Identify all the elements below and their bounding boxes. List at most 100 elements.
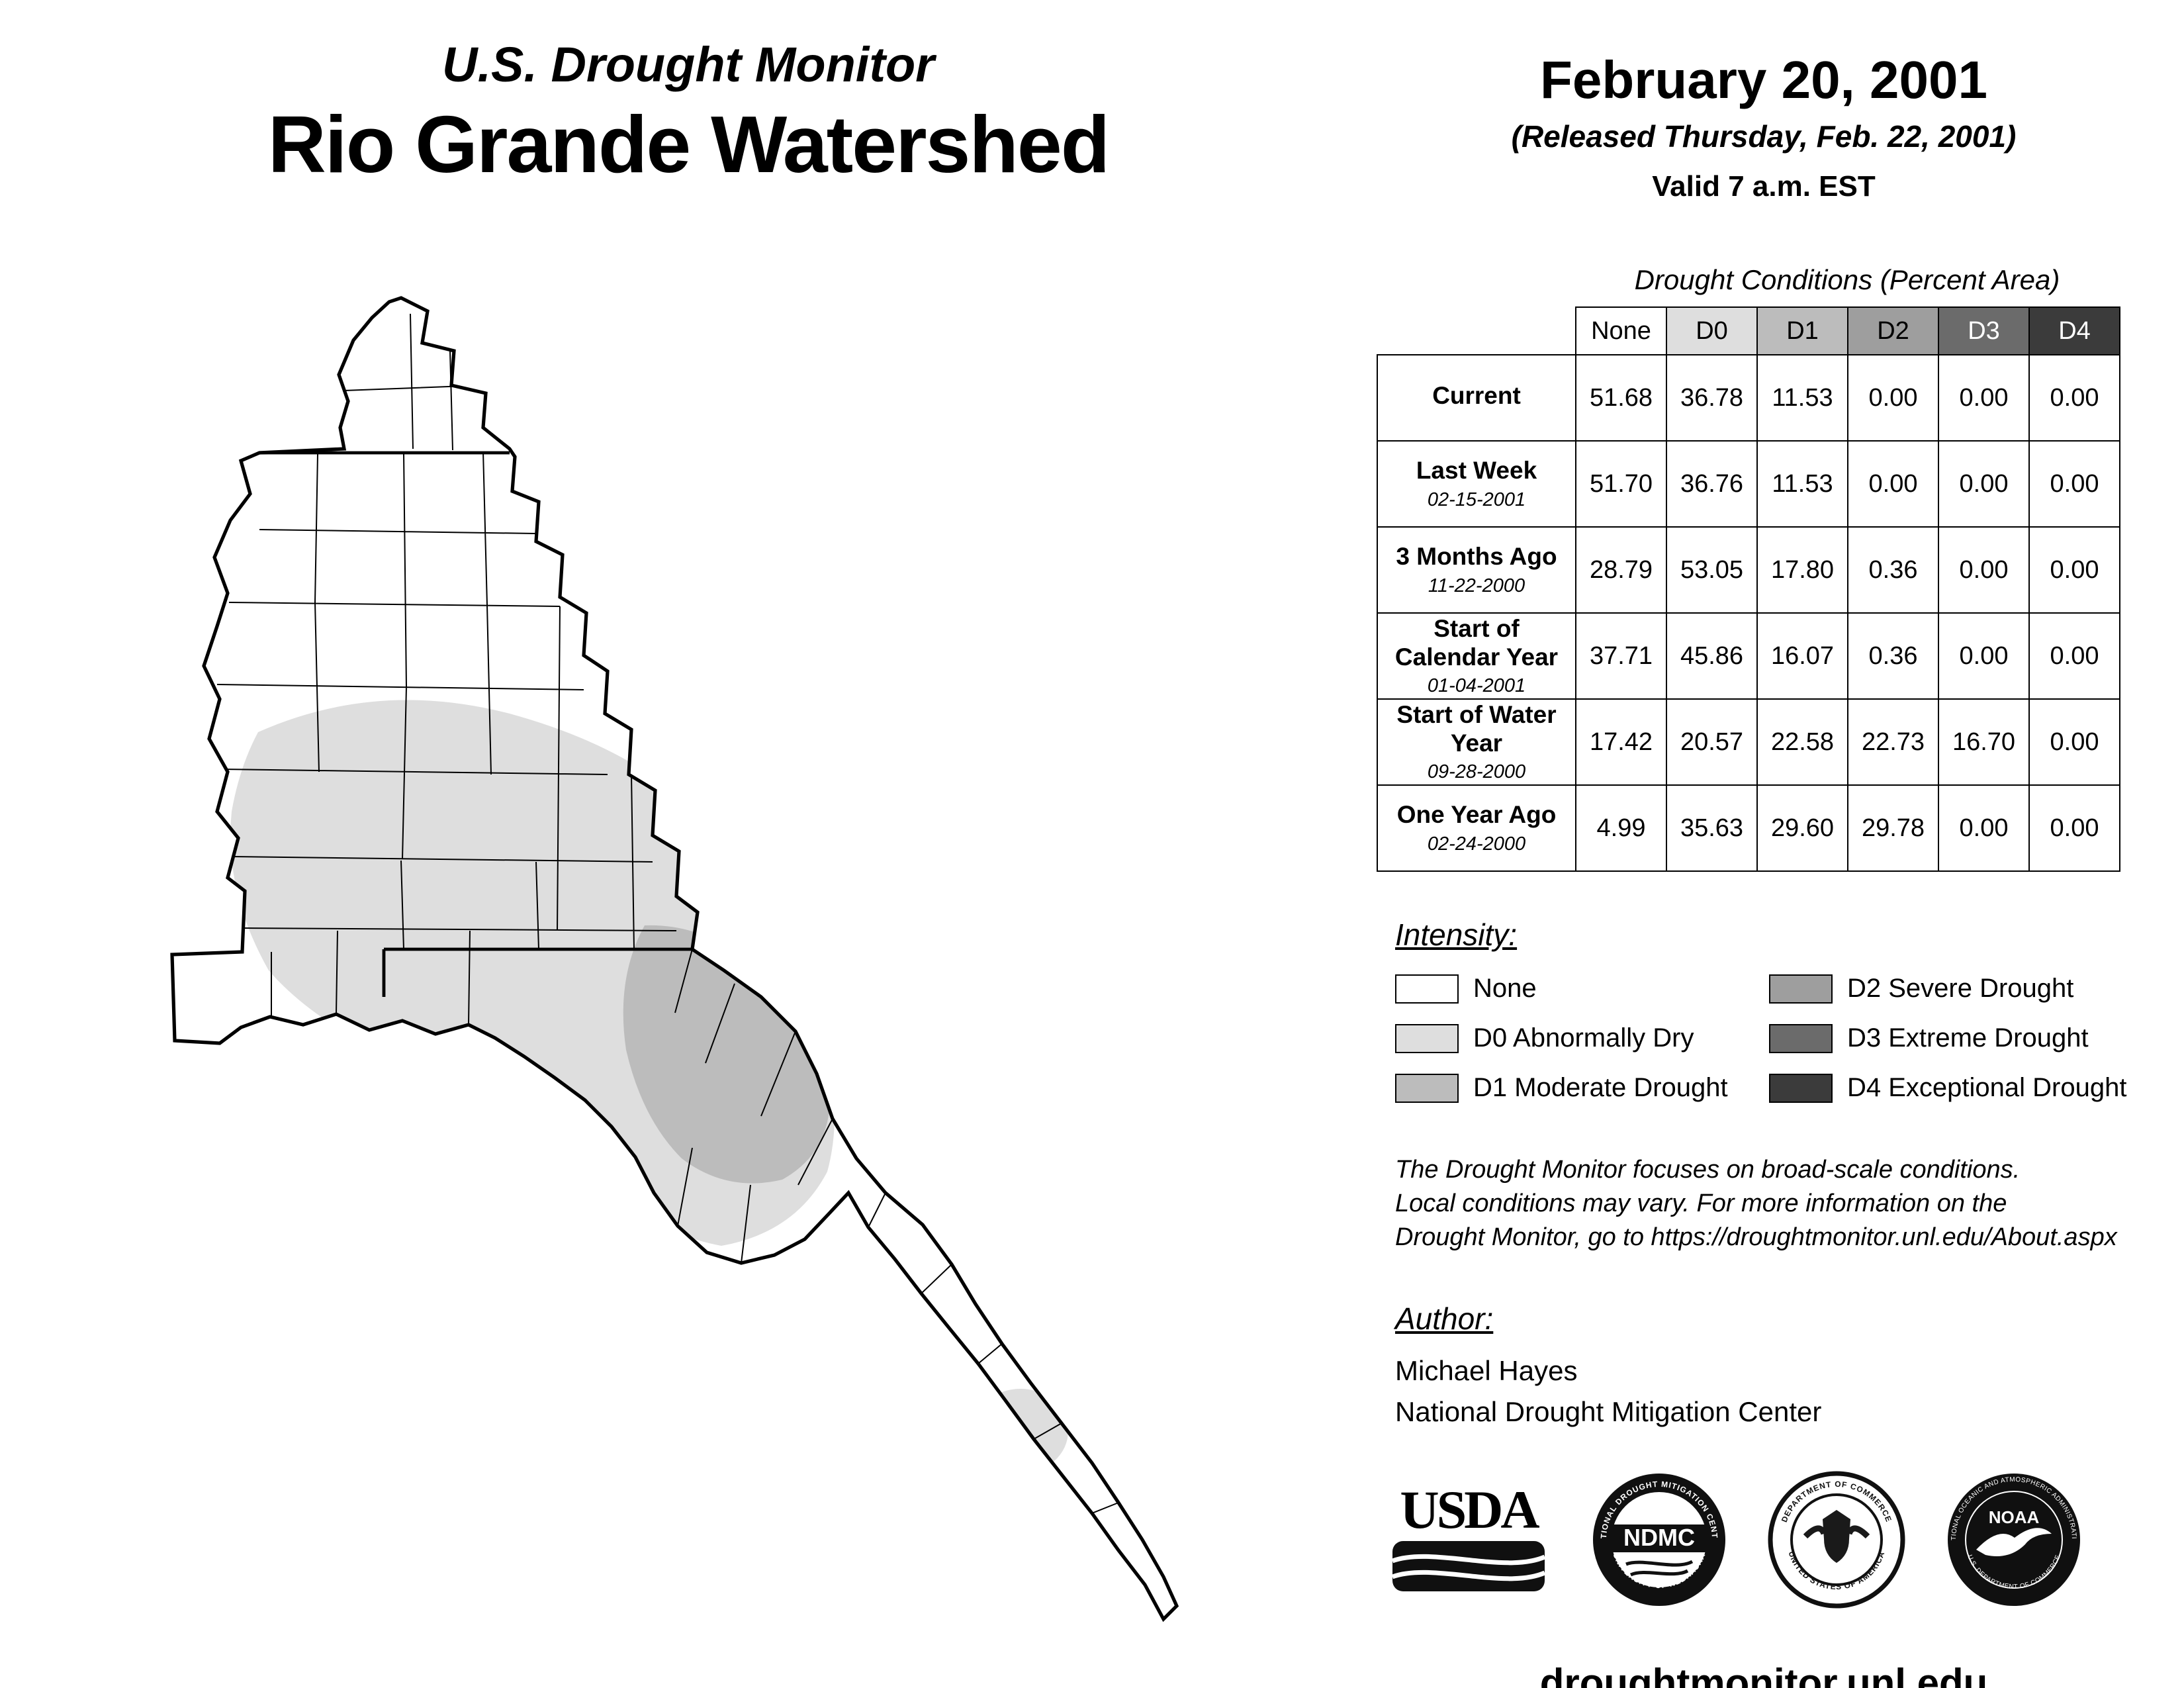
- table-cell: 11.53: [1756, 440, 1848, 528]
- table-cell: 0.00: [1847, 440, 1939, 528]
- table-cell: 22.58: [1756, 698, 1848, 786]
- legend-label: D4 Exceptional Drought: [1847, 1073, 2127, 1102]
- usda-wave-2: [1391, 1570, 1546, 1581]
- report-date: February 20, 2001: [1540, 50, 1987, 109]
- disclaimer-line: Local conditions may vary. For more info…: [1395, 1189, 2007, 1217]
- title-block: U.S. Drought Monitor Rio Grande Watershe…: [132, 36, 1244, 191]
- table-cell: 0.00: [2028, 784, 2120, 872]
- table-cell: 22.73: [1847, 698, 1939, 786]
- legend-swatch-d3: [1769, 1023, 1833, 1053]
- legend-swatch-d2: [1769, 974, 1833, 1004]
- row-label: One Year Ago: [1396, 801, 1557, 829]
- legend-item-d0: D0 Abnormally Dry: [1395, 1023, 1769, 1053]
- table-cell: 36.78: [1666, 354, 1758, 442]
- author-block: Author: Michael Hayes National Drought M…: [1377, 1301, 2151, 1428]
- author-heading: Author:: [1395, 1301, 1494, 1336]
- legend-swatch-d0: [1395, 1023, 1459, 1053]
- intensity-legend: Intensity: None D0 Abnormally Dry D1 Mod…: [1377, 917, 2151, 1103]
- row-header: Last Week 02-15-2001: [1377, 440, 1576, 528]
- table-cell: 0.00: [2028, 526, 2120, 614]
- right-column: February 20, 2001 (Released Thursday, Fe…: [1377, 50, 2151, 1688]
- disclaimer-line: Drought Monitor, go to https://droughtmo…: [1395, 1223, 2117, 1251]
- legend-label: D3 Extreme Drought: [1847, 1023, 2089, 1053]
- watershed-map-svg: [170, 296, 1179, 1622]
- table-cell: 16.70: [1938, 698, 2030, 786]
- noaa-logo: NATIONAL OCEANIC AND ATMOSPHERIC ADMINIS…: [1942, 1465, 2083, 1613]
- legend-swatch-d1: [1395, 1073, 1459, 1103]
- table-row: 3 Months Ago 11-22-2000 28.79 53.05 17.8…: [1377, 526, 2120, 614]
- table-cell: 0.00: [1847, 354, 1939, 442]
- disclaimer-line: The Drought Monitor focuses on broad-sca…: [1395, 1156, 2021, 1184]
- table-header-row: None D0 D1 D2 D3 D4: [1377, 306, 2120, 355]
- table-cell: 53.05: [1666, 526, 1758, 614]
- table-cell: 29.60: [1756, 784, 1848, 872]
- state-boundaries: [259, 451, 692, 997]
- row-header: 3 Months Ago 11-22-2000: [1377, 526, 1576, 614]
- table-cell: 0.36: [1847, 612, 1939, 700]
- ndmc-band: [1612, 1524, 1707, 1552]
- usda-wordmark: USDA: [1400, 1479, 1539, 1540]
- table-row: One Year Ago 02-24-2000 4.99 35.63 29.60…: [1377, 784, 2120, 872]
- legend-item-d4: D4 Exceptional Drought: [1769, 1073, 2151, 1103]
- table-row: Current 51.68 36.78 11.53 0.00 0.00 0.00: [1377, 354, 2120, 442]
- row-header: Current: [1377, 354, 1576, 442]
- ndmc-waves: [1625, 1560, 1694, 1577]
- date-block: February 20, 2001 (Released Thursday, Fe…: [1377, 50, 2151, 203]
- table-cell: 37.71: [1575, 612, 1667, 700]
- row-header: Start of Water Year 09-28-2000: [1377, 698, 1576, 786]
- legend-grid: None D0 Abnormally Dry D1 Moderate Droug…: [1395, 974, 2151, 1103]
- legend-title: Intensity:: [1395, 917, 1518, 952]
- usda-wave-1: [1391, 1554, 1546, 1566]
- table-cell: 45.86: [1666, 612, 1758, 700]
- county-boundaries: [216, 313, 1119, 1514]
- usda-logo: USDA: [1386, 1474, 1551, 1609]
- row-header: One Year Ago 02-24-2000: [1377, 784, 1576, 872]
- row-sublabel: 11-22-2000: [1428, 575, 1525, 596]
- commerce-eagle-shield: [1823, 1509, 1850, 1563]
- table-title: Drought Conditions (Percent Area): [1634, 264, 2060, 295]
- table-cell: 20.57: [1666, 698, 1758, 786]
- commerce-eagle-wings: [1803, 1525, 1870, 1538]
- table-cell: 29.78: [1847, 784, 1939, 872]
- ndmc-wordmark: NDMC: [1623, 1524, 1695, 1551]
- row-sublabel: 09-28-2000: [1427, 761, 1526, 783]
- row-sublabel: 01-04-2001: [1427, 675, 1526, 697]
- table-cell: 0.00: [1938, 784, 2030, 872]
- legend-label: D0 Abnormally Dry: [1473, 1023, 1694, 1053]
- table-cell: 0.00: [2028, 354, 2120, 442]
- table-cell: 0.00: [2028, 440, 2120, 528]
- legend-swatch-d4: [1769, 1073, 1833, 1103]
- table-cell: 17.80: [1756, 526, 1848, 614]
- table-cell: 51.68: [1575, 354, 1667, 442]
- noaa-inner-ring: [1965, 1490, 2063, 1589]
- table-row: Start of Calendar Year 01-04-2001 37.71 …: [1377, 612, 2120, 700]
- author-name: Michael Hayes: [1395, 1354, 1578, 1386]
- row-sublabel: 02-15-2001: [1427, 489, 1526, 510]
- ndmc-logo: NATIONAL DROUGHT MITIGATION CENTER UNIVE…: [1586, 1463, 1729, 1613]
- author-organization: National Drought Mitigation Center: [1395, 1395, 1822, 1427]
- noaa-wordmark: NOAA: [1989, 1507, 2040, 1527]
- table-cell: 11.53: [1756, 354, 1848, 442]
- legend-item-none: None: [1395, 974, 1769, 1004]
- legend-item-d1: D1 Moderate Drought: [1395, 1073, 1769, 1103]
- legend-label: D1 Moderate Drought: [1473, 1073, 1728, 1102]
- row-label: 3 Months Ago: [1396, 543, 1557, 571]
- column-header-d0: D0: [1666, 306, 1758, 355]
- table-cell: 28.79: [1575, 526, 1667, 614]
- d0-mouth-region: [973, 1389, 1068, 1474]
- legend-item-d3: D3 Extreme Drought: [1769, 1023, 2151, 1053]
- table-cell: 0.00: [1938, 612, 2030, 700]
- logo-row: USDA NATIONAL DROUGHT MITIGATION CENTER …: [1377, 1463, 2151, 1613]
- noaa-gull: [1976, 1528, 2052, 1556]
- commerce-seal-logo: DEPARTMENT OF COMMERCE UNITED STATES OF …: [1767, 1470, 1906, 1613]
- website-url: droughtmonitor.unl.edu: [1539, 1660, 1988, 1688]
- legend-label: None: [1473, 974, 1537, 1003]
- column-header-d4: D4: [2028, 306, 2120, 355]
- column-header-d1: D1: [1756, 306, 1848, 355]
- table-cell: 51.70: [1575, 440, 1667, 528]
- table-cell: 36.76: [1666, 440, 1758, 528]
- row-label: Start of Calendar Year: [1394, 614, 1559, 671]
- valid-time: Valid 7 a.m. EST: [1652, 170, 1876, 203]
- watershed-map: [73, 258, 1231, 1648]
- monitor-title: U.S. Drought Monitor: [442, 37, 934, 92]
